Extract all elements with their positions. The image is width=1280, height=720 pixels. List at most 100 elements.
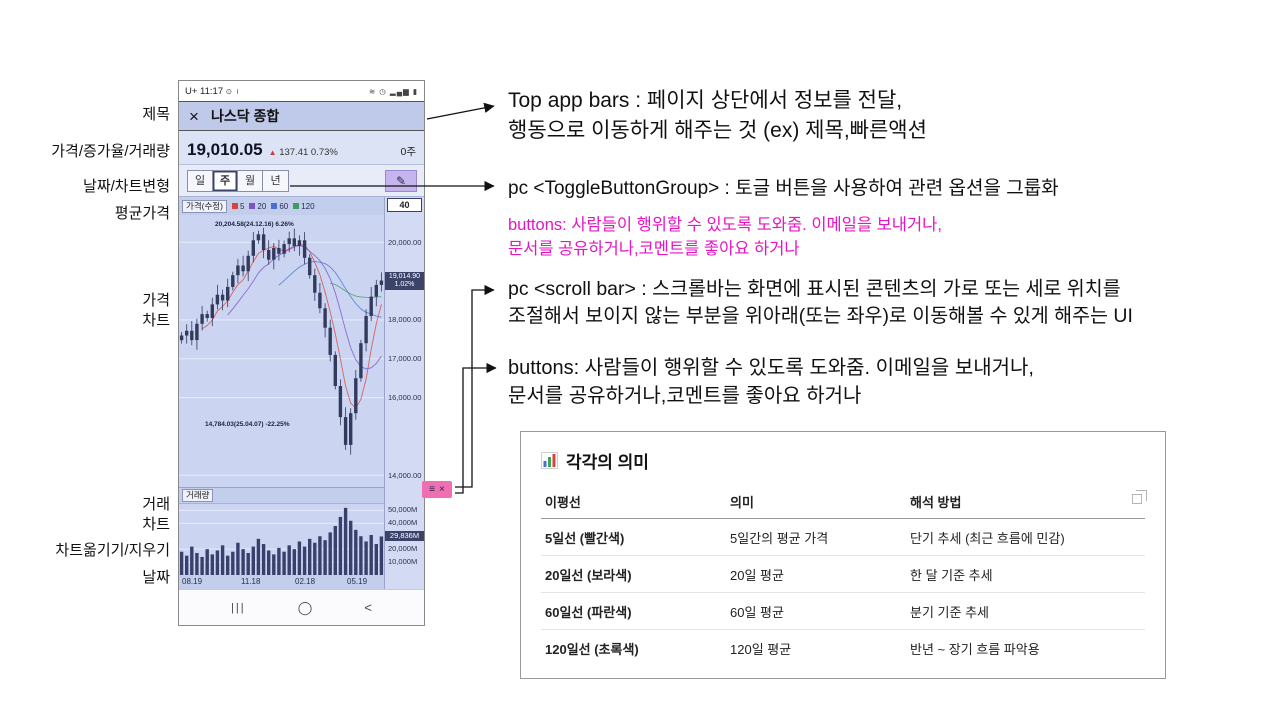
chart-tools-highlight: ≡ × — [422, 481, 452, 498]
table-row: 20일선 (보라색) 20일 평균 한 달 기준 추세 — [541, 555, 1145, 593]
toggle-year[interactable]: 년 — [263, 170, 288, 191]
date-tick: 02.18 — [295, 577, 316, 586]
card-title: 각각의 의미 — [566, 453, 649, 472]
volume-axis-tick: 40,000M — [388, 518, 418, 528]
status-left-icons: ⊙ ≀ — [225, 86, 240, 96]
copy-icon[interactable] — [1132, 489, 1147, 504]
current-price-percent: 1.02% — [394, 281, 415, 288]
chart-delete-icon[interactable]: × — [439, 484, 445, 495]
date-tick: 08.19 — [182, 577, 203, 586]
table-cell: 분기 기준 추세 — [906, 592, 1145, 630]
chart-area: 가격(수정) 5 20 60 120 20,204.58(24.12.16) 6… — [179, 197, 424, 589]
status-time: U+ 11:17 — [185, 85, 224, 97]
android-nav-bar: ||| ◯ < — [179, 589, 424, 625]
table-cell: 60일 평균 — [726, 592, 906, 630]
label-price-row: 가격/증가율/거래량 — [51, 143, 170, 160]
price-axis-tick: 16,000.00 — [388, 393, 422, 403]
price-chart-header: 가격(수정) 5 20 60 120 — [179, 197, 384, 215]
brush-icon: ✎ — [395, 174, 407, 188]
phone-screenshot: U+ 11:17 ⊙ ≀ ≋ ◷ ▂▄▆ ▮ × 나스닥 종합 19,010.0… — [178, 80, 452, 626]
toggle-button-group: 일 주 월 년 — [187, 169, 289, 192]
meaning-table: 이평선 의미 해석 방법 5일선 (빨간색) 5일간의 평균 가격 단기 추세 (최… — [541, 485, 1147, 667]
price-value: 19,010.05 — [187, 140, 263, 159]
legend-item-ma60: 60 — [271, 202, 288, 211]
label-volume-chart: 거래 차트 — [142, 496, 170, 533]
toggle-month[interactable]: 월 — [238, 170, 263, 191]
change-percent: 0.73% — [310, 147, 338, 158]
label-average-price: 평균가격 — [114, 205, 170, 222]
volume-axis-tick: 50,000M — [388, 505, 418, 515]
low-point-annotation: 14,784.03(25.04.07) -22.25% — [205, 421, 290, 428]
table-cell: 5일선 (빨간색) — [541, 518, 726, 556]
price-axis-tick: 18,000.00 — [388, 315, 422, 325]
label-price-chart: 가격 차트 — [142, 292, 170, 329]
table-row: 60일선 (파란색) 60일 평균 분기 기준 추세 — [541, 592, 1145, 630]
label-chart-move-erase: 차트옮기기/지우기 — [55, 542, 170, 559]
legend-label: 20 — [257, 201, 267, 211]
period-toggle-row: 일 주 월 년 ✎ — [179, 165, 424, 197]
date-tick: 05.19 — [347, 577, 368, 586]
label-title: 제목 — [142, 106, 170, 123]
current-price-value: 19,014.90 — [388, 272, 421, 280]
toggle-day[interactable]: 일 — [188, 170, 213, 191]
col-header-interpretation: 해석 방법 — [910, 495, 962, 510]
table-header-row: 이평선 의미 해석 방법 — [541, 485, 1147, 519]
legend-label: 120 — [301, 201, 315, 211]
date-tick: 11.18 — [241, 577, 261, 586]
toggle-week[interactable]: 주 — [213, 170, 238, 191]
moving-average-table-card: 각각의 의미 이평선 의미 해석 방법 5일선 (빨간색) 5일간의 평균 가격 단… — [520, 431, 1166, 679]
table-cell: 단기 추세 (최근 흐름에 민감) — [906, 518, 1145, 556]
back-icon[interactable]: < — [364, 600, 372, 615]
chart-drag-icon[interactable]: ≡ — [429, 484, 435, 495]
close-icon[interactable]: × — [189, 106, 199, 126]
price-axis-tick: 17,000.00 — [388, 354, 422, 364]
legend-swatch — [271, 203, 278, 209]
price-summary-row: 19,010.05 ▲ 137.41 0.73% 0주 — [179, 131, 424, 165]
price-change: ▲ 137.41 0.73% — [269, 147, 338, 158]
status-right-icons: ≋ ◷ ▂▄▆ ▮ — [368, 86, 418, 96]
legend-item-ma20: 20 — [249, 202, 266, 211]
table-cell: 120일 평균 — [730, 642, 792, 657]
legend-swatch — [249, 203, 256, 209]
high-point-annotation: 20,204.58(24.12.16) 6.26% — [215, 221, 294, 228]
top-app-bar: × 나스닥 종합 — [179, 101, 424, 131]
volume-bar-chart[interactable] — [179, 503, 384, 575]
legend-item-ma5: 5 — [231, 202, 244, 211]
table-cell: 20일 평균 — [726, 555, 906, 593]
recents-icon[interactable]: ||| — [231, 601, 246, 614]
price-axis-tick: 20,000.00 — [388, 237, 422, 247]
price-chart-chip: 가격(수정) — [182, 199, 227, 213]
status-bar: U+ 11:17 ⊙ ≀ ≋ ◷ ▂▄▆ ▮ — [179, 81, 424, 101]
chart-style-button[interactable]: ✎ — [385, 170, 417, 192]
legend-label: 60 — [279, 201, 289, 211]
annotation-buttons-pink: buttons: 사람들이 행위할 수 있도록 도와줌. 이메일을 보내거나, … — [508, 216, 942, 258]
legend-item-ma120: 120 — [293, 201, 315, 211]
scrollbar-value-box[interactable]: 40 — [387, 198, 422, 212]
current-volume-badge: 29,836M — [385, 530, 424, 541]
table-cell: 반년 ~ 장기 흐름 파악용 — [910, 642, 1040, 657]
col-header-meaning: 의미 — [730, 495, 754, 510]
table-row: 120일선 (초록색) 120일 평균 반년 ~ 장기 흐름 파악용 — [541, 630, 1145, 667]
legend-swatch — [293, 203, 300, 209]
holding-quantity: 0주 — [400, 146, 417, 158]
table-cell: 60일선 (파란색) — [541, 592, 726, 630]
volume-chart-header: 거래량 — [179, 487, 384, 503]
annotation-top-app-bars: Top app bars : 페이지 상단에서 정보를 전달, 행동으로 이동하… — [508, 89, 927, 142]
annotation-scroll-bar: pc <scroll bar> : 스크롤바는 화면에 표시된 콘텐츠의 가로 … — [508, 278, 1133, 327]
table-cell: 20일선 (보라색) — [541, 555, 726, 593]
annotation-toggle-group: pc <ToggleButtonGroup> : 토글 버튼을 사용하여 관련 … — [508, 178, 1059, 199]
annotation-buttons-black: buttons: 사람들이 행위할 수 있도록 도와줌. 이메일을 보내거나, … — [508, 357, 1034, 407]
table-row: 5일선 (빨간색) 5일간의 평균 가격 단기 추세 (최근 흐름에 민감) — [541, 518, 1145, 556]
volume-axis-tick: 10,000M — [388, 557, 418, 567]
date-axis: 08.19 11.18 02.18 05.19 — [179, 575, 384, 589]
table-cell: 한 달 기준 추세 — [906, 555, 1145, 593]
price-candlestick-chart[interactable]: 20,204.58(24.12.16) 6.26% 14,784.03(25.0… — [179, 215, 384, 487]
price-axis-scrollbar-column[interactable]: 40 19,014.90 1.02% 29,836M 20,000.00 18,0… — [384, 197, 424, 589]
home-icon[interactable]: ◯ — [297, 599, 313, 615]
volume-axis-tick: 20,000M — [388, 544, 418, 554]
legend-swatch — [231, 203, 238, 209]
card-title-row: 각각의 의미 — [541, 448, 1145, 473]
col-header-ma-line: 이평선 — [545, 495, 581, 510]
volume-chart-chip: 거래량 — [182, 489, 214, 502]
